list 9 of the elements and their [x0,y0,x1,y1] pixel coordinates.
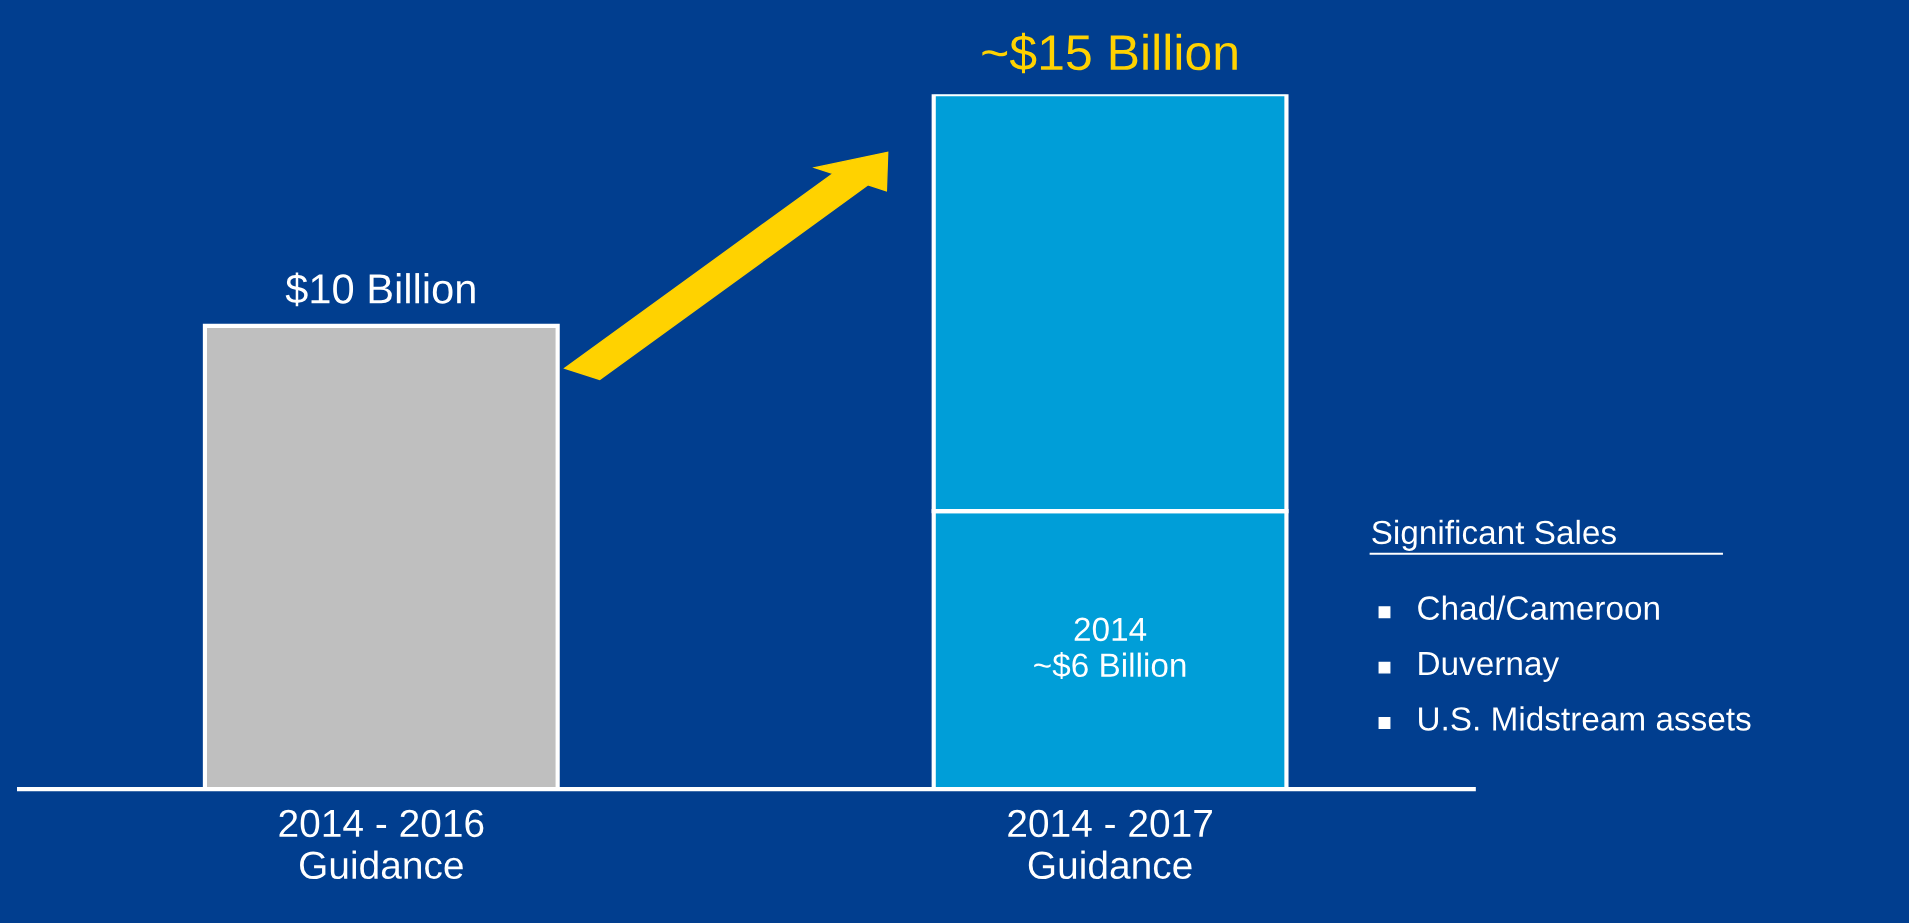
x-tick-label: 2014 - 2016 Guidance [279,809,484,880]
x-tick-label: 2014 - 2017 Guidance [1008,809,1212,880]
total-label: ~$15 Billion [982,32,1237,74]
annotation: U.S. Midstream assets [1419,706,1751,731]
data-label: 2014 ~$6 Billion [1034,617,1186,680]
annotation: Chad/Cameroon [1418,595,1659,620]
annotation: Duvernay [1419,652,1560,682]
annotation: Significant Sales [1372,519,1616,551]
total-label: $10 Billion [285,272,475,307]
